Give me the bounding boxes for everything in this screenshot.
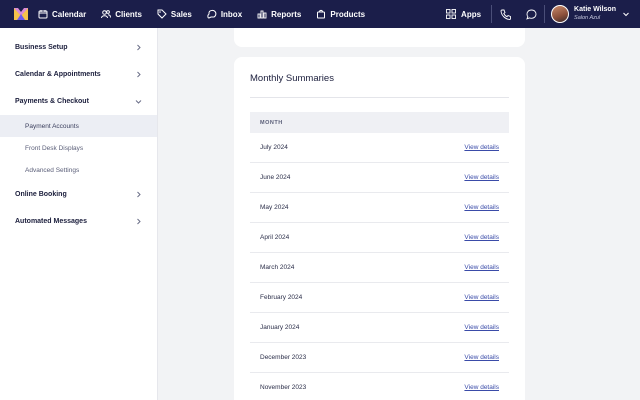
- apps-button[interactable]: Apps: [446, 9, 481, 19]
- inbox-icon: [207, 9, 217, 19]
- month-cell: May 2024: [260, 204, 289, 211]
- user-info: Katie Wilson Salon Azul: [574, 5, 616, 23]
- view-details-link[interactable]: View details: [464, 174, 499, 181]
- sidebar-item-business-setup[interactable]: Business Setup: [0, 34, 157, 61]
- nav-sales[interactable]: Sales: [157, 9, 192, 19]
- view-details-link[interactable]: View details: [464, 264, 499, 271]
- chevron-right-icon: [137, 71, 141, 78]
- sidebar-subitem-label: Advanced Settings: [25, 166, 80, 174]
- phone-button[interactable]: [492, 0, 518, 28]
- table-row: November 2023 View details: [250, 373, 509, 400]
- month-cell: March 2024: [260, 264, 295, 271]
- sidebar-subitem-label: Front Desk Displays: [25, 144, 84, 152]
- grid-icon: [446, 9, 456, 19]
- view-details-link[interactable]: View details: [464, 294, 499, 301]
- table-row: March 2024 View details: [250, 253, 509, 283]
- sidebar-subitem-label: Payment Accounts: [25, 122, 79, 130]
- sidebar-subitem-front-desk-displays[interactable]: Front Desk Displays: [0, 137, 157, 159]
- column-header-month: MONTH: [260, 119, 283, 126]
- month-cell: January 2024: [260, 324, 300, 331]
- bag-icon: [317, 9, 326, 19]
- nav-divider: [544, 5, 546, 23]
- logo-icon[interactable]: [14, 8, 28, 20]
- sidebar-item-payments-checkout[interactable]: Payments & Checkout: [0, 88, 157, 115]
- view-details-link[interactable]: View details: [464, 354, 499, 361]
- sidebar-item-label: Business Setup: [15, 44, 68, 51]
- nav-calendar-label: Calendar: [52, 9, 87, 19]
- users-icon: [101, 10, 112, 19]
- nav-clients-label: Clients: [115, 9, 142, 19]
- sidebar-subitem-advanced-settings[interactable]: Advanced Settings: [0, 159, 157, 181]
- card-title: Monthly Summaries: [250, 73, 334, 84]
- divider: [250, 97, 509, 98]
- nav-reports-label: Reports: [271, 9, 302, 19]
- table-row: December 2023 View details: [250, 343, 509, 373]
- nav-divider: [491, 5, 493, 23]
- summaries-table: July 2024 View details June 2024 View deta…: [250, 133, 509, 400]
- user-menu[interactable]: Katie Wilson Salon Azul: [545, 5, 640, 23]
- nav-inbox[interactable]: Inbox: [207, 9, 242, 19]
- sidebar-item-label: Payments & Checkout: [15, 98, 89, 105]
- sidebar-item-label: Automated Messages: [15, 218, 87, 225]
- view-details-link[interactable]: View details: [464, 144, 499, 151]
- chevron-right-icon: [137, 218, 141, 225]
- tag-icon: [157, 9, 167, 19]
- nav-calendar[interactable]: Calendar: [38, 9, 86, 19]
- avatar: [551, 5, 570, 23]
- chevron-down-icon: [623, 12, 629, 17]
- previous-card: [234, 28, 525, 47]
- chat-button[interactable]: [518, 0, 544, 28]
- chevron-down-icon: [135, 100, 142, 104]
- nav-clients[interactable]: Clients: [101, 9, 142, 19]
- month-cell: April 2024: [260, 234, 290, 241]
- month-cell: February 2024: [260, 294, 303, 301]
- settings-sidebar: Business Setup Calendar & Appointments P…: [0, 28, 158, 400]
- view-details-link[interactable]: View details: [464, 234, 499, 241]
- user-name: Katie Wilson: [574, 6, 616, 13]
- nav-sales-label: Sales: [170, 9, 192, 19]
- top-nav: Calendar Clients Sales Inbox Reports Pro…: [0, 0, 640, 28]
- nav-products-label: Products: [330, 9, 366, 19]
- bar-chart-icon: [257, 10, 267, 19]
- sidebar-subitem-payment-accounts[interactable]: Payment Accounts: [0, 115, 157, 137]
- table-row: May 2024 View details: [250, 193, 509, 223]
- table-row: June 2024 View details: [250, 163, 509, 193]
- apps-label: Apps: [461, 9, 482, 19]
- month-cell: December 2023: [260, 354, 307, 361]
- user-business: Salon Azul: [574, 15, 601, 21]
- table-row: January 2024 View details: [250, 313, 509, 343]
- month-cell: November 2023: [260, 384, 307, 391]
- month-cell: June 2024: [260, 174, 291, 181]
- sidebar-item-calendar-appointments[interactable]: Calendar & Appointments: [0, 61, 157, 88]
- sidebar-item-label: Calendar & Appointments: [15, 71, 101, 78]
- sidebar-item-label: Online Booking: [15, 191, 67, 198]
- sidebar-item-online-booking[interactable]: Online Booking: [0, 181, 157, 208]
- monthly-summaries-card: Monthly Summaries MONTH July 2024 View de…: [234, 57, 525, 400]
- table-header: MONTH: [250, 112, 509, 133]
- table-row: April 2024 View details: [250, 223, 509, 253]
- view-details-link[interactable]: View details: [464, 324, 499, 331]
- nav-inbox-label: Inbox: [220, 9, 243, 19]
- sidebar-item-automated-messages[interactable]: Automated Messages: [0, 208, 157, 235]
- view-details-link[interactable]: View details: [464, 384, 499, 391]
- chat-bubble-icon: [525, 9, 536, 20]
- table-row: February 2024 View details: [250, 283, 509, 313]
- chevron-right-icon: [137, 44, 141, 51]
- calendar-icon: [38, 10, 48, 19]
- nav-products[interactable]: Products: [316, 9, 365, 19]
- nav-right-group: Apps Katie Wilson Salon Azul: [446, 0, 640, 28]
- view-details-link[interactable]: View details: [464, 204, 499, 211]
- chevron-right-icon: [137, 191, 141, 198]
- table-row: July 2024 View details: [250, 133, 509, 163]
- month-cell: July 2024: [260, 144, 288, 151]
- phone-icon: [500, 9, 511, 20]
- nav-reports[interactable]: Reports: [257, 9, 301, 19]
